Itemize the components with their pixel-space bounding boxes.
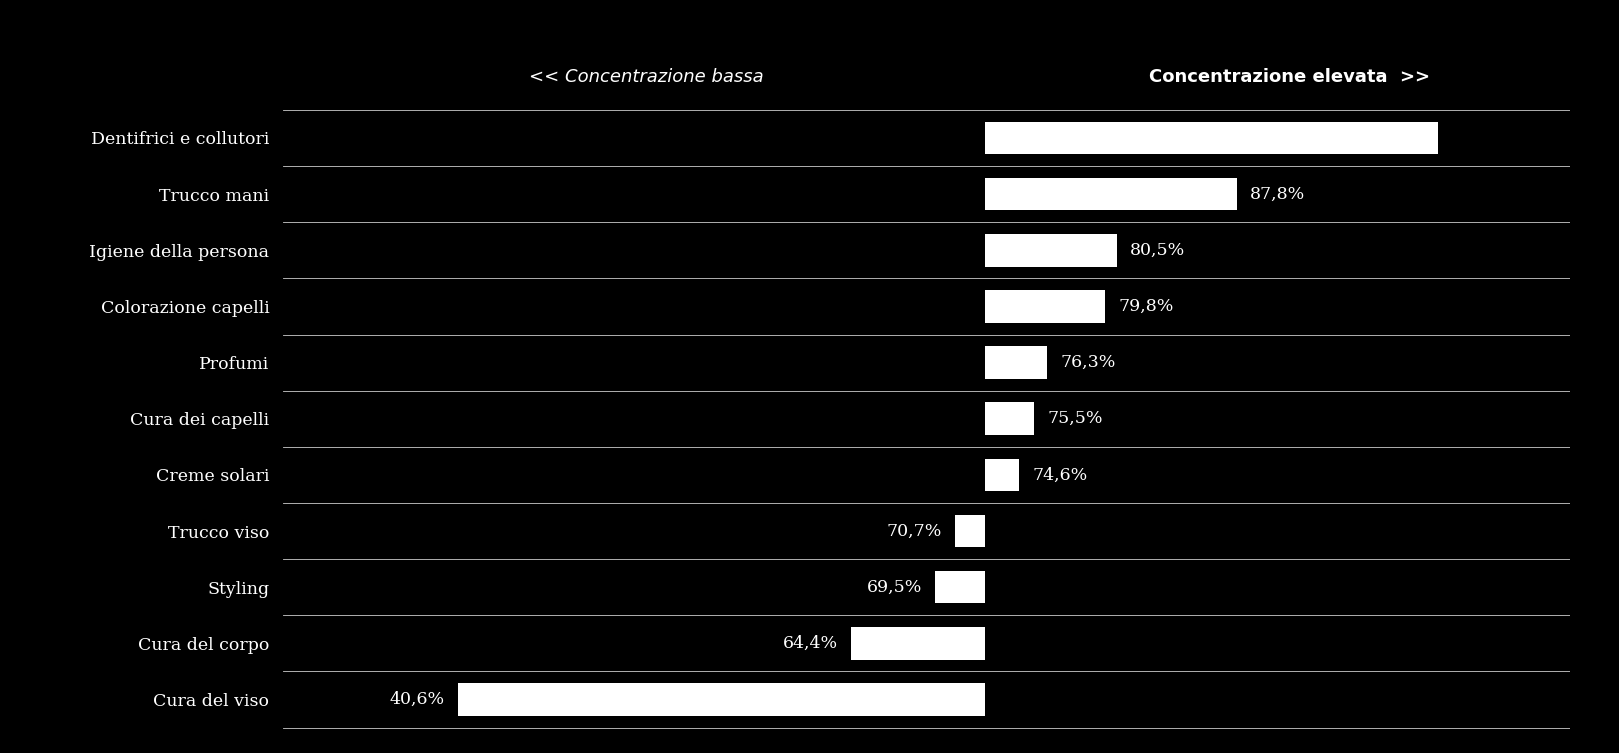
- Bar: [984, 346, 1047, 379]
- Bar: [984, 402, 1035, 435]
- Bar: [955, 515, 984, 547]
- Text: 76,3%: 76,3%: [1060, 354, 1115, 371]
- Text: 87,8%: 87,8%: [1250, 186, 1305, 203]
- Text: 69,5%: 69,5%: [866, 579, 921, 596]
- Text: 70,7%: 70,7%: [886, 523, 942, 540]
- Text: 64,4%: 64,4%: [782, 635, 837, 652]
- Bar: [984, 234, 1117, 267]
- Bar: [984, 178, 1237, 210]
- Bar: [984, 459, 1020, 491]
- Bar: [984, 290, 1106, 323]
- Text: Concentrazione elevata  >>: Concentrazione elevata >>: [1149, 69, 1431, 87]
- Bar: [458, 683, 984, 716]
- Text: 75,5%: 75,5%: [1047, 410, 1103, 427]
- Bar: [936, 571, 984, 603]
- Text: 74,6%: 74,6%: [1033, 466, 1088, 483]
- Bar: [984, 122, 1438, 154]
- Text: 40,6%: 40,6%: [390, 691, 445, 708]
- Text: 80,5%: 80,5%: [1130, 242, 1185, 259]
- Bar: [852, 627, 984, 660]
- Text: << Concentrazione bassa: << Concentrazione bassa: [529, 69, 764, 87]
- Text: 79,8%: 79,8%: [1119, 298, 1174, 315]
